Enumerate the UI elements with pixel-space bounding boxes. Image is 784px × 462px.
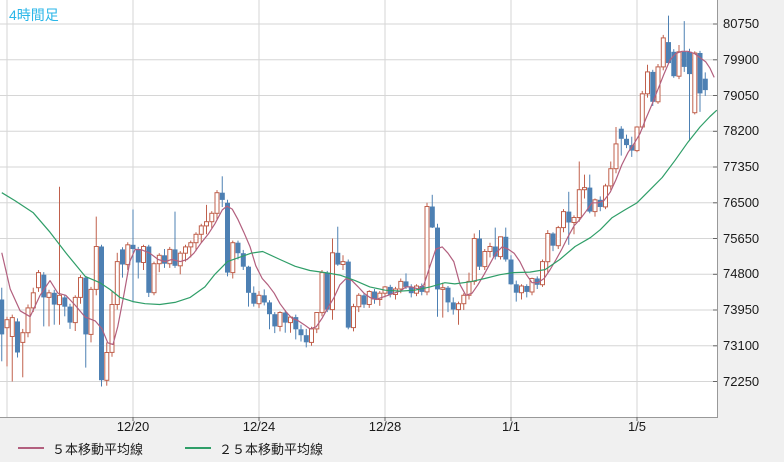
price-tick-label: 73100 (723, 337, 760, 353)
price-tick-label: 72250 (723, 373, 760, 389)
price-tick-label: 76500 (723, 194, 760, 210)
ma5-line-swatch (18, 447, 44, 449)
date-tick-label: 12/20 (116, 419, 150, 434)
price-tick-label: 73950 (723, 302, 760, 317)
price-tick-label: 79050 (723, 87, 760, 103)
date-tick-label: 12/24 (242, 419, 276, 434)
legend-item-ma5: ５本移動平均線 (18, 437, 143, 459)
chart-legend: ５本移動平均線 ２５本移動平均線 (0, 437, 716, 459)
ma25-line-swatch (185, 447, 212, 449)
price-tick-label: 74800 (723, 266, 760, 282)
date-tick-label: 12/28 (368, 419, 402, 434)
ma5-legend-label: ５本移動平均線 (52, 441, 144, 457)
legend-item-ma25: ２５本移動平均線 (185, 437, 323, 459)
price-tick-label: 79900 (723, 51, 760, 67)
ma25-legend-label: ２５本移動平均線 (219, 441, 324, 457)
price-tick-label: 78200 (723, 123, 760, 139)
timeframe-label: 4時間足 (9, 7, 59, 23)
date-tick-label: 1/1 (501, 419, 521, 434)
price-tick-label: 77350 (723, 159, 760, 174)
date-tick-label: 1/5 (627, 419, 647, 434)
price-tick-label: 80750 (723, 16, 760, 31)
price-tick-label: 75650 (723, 230, 760, 246)
